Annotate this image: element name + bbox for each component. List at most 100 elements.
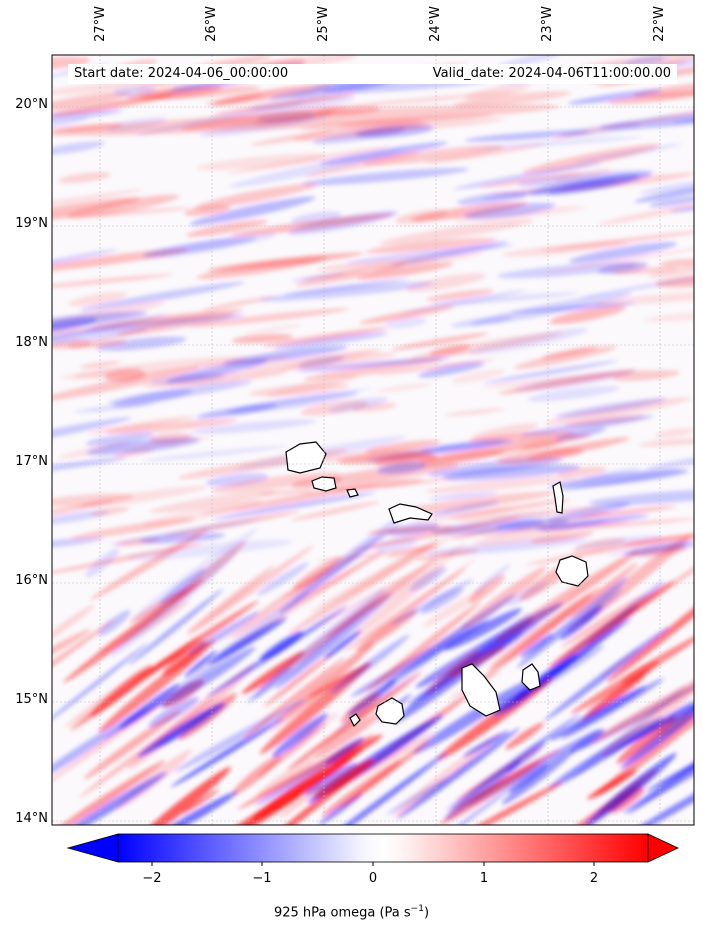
ascent-streak bbox=[213, 93, 357, 116]
descent-streak bbox=[569, 729, 606, 754]
ascent-streak bbox=[501, 241, 629, 257]
ascent-streak bbox=[52, 197, 141, 229]
descent-streak bbox=[52, 327, 148, 348]
colorbar-bar bbox=[117, 833, 649, 863]
descent-streak bbox=[617, 667, 694, 749]
ascent-streak bbox=[204, 84, 317, 105]
descent-streak bbox=[575, 143, 682, 163]
ascent-streak bbox=[644, 309, 694, 322]
descent-streak bbox=[420, 587, 464, 614]
ascent-streak bbox=[447, 499, 571, 519]
ascent-streak bbox=[237, 734, 375, 810]
descent-streak bbox=[495, 644, 605, 713]
ascent-streak bbox=[548, 580, 675, 668]
ascent-streak bbox=[232, 754, 282, 796]
descent-streak bbox=[296, 357, 452, 372]
ascent-streak bbox=[202, 296, 276, 311]
ascent-streak bbox=[631, 545, 688, 557]
ascent-streak bbox=[423, 143, 546, 164]
descent-streak bbox=[390, 578, 474, 626]
ascent-streak bbox=[493, 551, 638, 644]
island-sal bbox=[552, 481, 564, 514]
ascent-streak bbox=[364, 440, 441, 454]
descent-streak bbox=[52, 117, 89, 132]
ascent-streak bbox=[358, 305, 455, 325]
descent-streak bbox=[52, 417, 132, 448]
ascent-streak bbox=[263, 327, 388, 347]
ascent-streak bbox=[278, 348, 381, 371]
descent-streak bbox=[511, 302, 636, 314]
ascent-streak bbox=[332, 734, 383, 766]
descent-streak bbox=[311, 751, 448, 825]
descent-streak bbox=[506, 741, 546, 773]
descent-streak bbox=[53, 772, 167, 825]
ascent-streak bbox=[52, 629, 91, 670]
descent-streak bbox=[409, 566, 447, 592]
ascent-streak bbox=[455, 506, 604, 523]
descent-streak bbox=[497, 55, 561, 68]
descent-streak bbox=[546, 502, 631, 522]
ascent-streak bbox=[577, 505, 677, 519]
ascent-streak bbox=[66, 194, 180, 218]
lat-label-18n: 18°N bbox=[15, 335, 48, 350]
descent-streak bbox=[373, 538, 418, 553]
descent-streak bbox=[613, 756, 694, 825]
ascent-streak bbox=[405, 273, 487, 292]
omega-field bbox=[52, 55, 694, 825]
descent-streak bbox=[301, 167, 470, 186]
ascent-streak bbox=[278, 784, 323, 819]
ascent-streak bbox=[609, 787, 645, 814]
ascent-streak bbox=[612, 266, 678, 275]
descent-streak bbox=[52, 109, 123, 127]
descent-streak bbox=[559, 122, 641, 138]
ascent-streak bbox=[89, 506, 130, 516]
descent-streak bbox=[464, 130, 590, 142]
ascent-streak bbox=[538, 518, 694, 532]
ascent-streak bbox=[416, 548, 480, 561]
island-fogo bbox=[375, 697, 405, 725]
descent-streak bbox=[183, 650, 217, 677]
lat-label-17n: 17°N bbox=[15, 454, 48, 469]
descent-streak bbox=[160, 646, 256, 708]
ascent-streak bbox=[52, 92, 132, 112]
ascent-streak bbox=[453, 91, 571, 108]
ascent-streak bbox=[420, 449, 506, 468]
ascent-streak bbox=[188, 545, 314, 635]
ascent-streak bbox=[319, 478, 424, 490]
ascent-streak bbox=[366, 601, 481, 693]
descent-streak bbox=[147, 791, 239, 825]
ascent-streak bbox=[265, 375, 358, 397]
lon-label-25w: 25°W bbox=[316, 6, 331, 42]
descent-streak bbox=[466, 136, 642, 150]
ascent-streak bbox=[52, 604, 95, 642]
ascent-streak bbox=[410, 332, 564, 360]
descent-streak bbox=[428, 491, 498, 500]
descent-streak bbox=[568, 242, 678, 263]
descent-streak bbox=[275, 592, 393, 690]
ascent-streak bbox=[468, 574, 505, 604]
lat-label-14n: 14°N bbox=[15, 811, 48, 826]
island-santo-antao bbox=[285, 441, 327, 474]
ascent-streak bbox=[186, 219, 268, 237]
colorbar-tick-2: 2 bbox=[589, 871, 599, 886]
ascent-streak bbox=[79, 361, 121, 369]
ascent-streak bbox=[207, 252, 364, 272]
ascent-streak bbox=[287, 539, 439, 635]
ascent-streak bbox=[560, 593, 646, 648]
start-date-label: Start date: 2024-04-06_00:00:00 bbox=[74, 66, 289, 81]
lon-label-26w: 26°W bbox=[204, 6, 219, 42]
descent-streak bbox=[52, 249, 118, 269]
descent-streak bbox=[669, 203, 694, 213]
ascent-streak bbox=[473, 526, 574, 546]
descent-streak bbox=[442, 464, 581, 481]
colorbar-min-extend bbox=[66, 833, 119, 863]
ascent-streak bbox=[612, 370, 680, 381]
descent-streak bbox=[519, 633, 554, 658]
ascent-streak bbox=[590, 667, 694, 744]
ascent-streak bbox=[607, 91, 694, 105]
descent-streak bbox=[412, 677, 536, 755]
ascent-streak bbox=[210, 472, 341, 493]
ascent-streak bbox=[424, 475, 576, 494]
ascent-streak bbox=[52, 760, 166, 825]
